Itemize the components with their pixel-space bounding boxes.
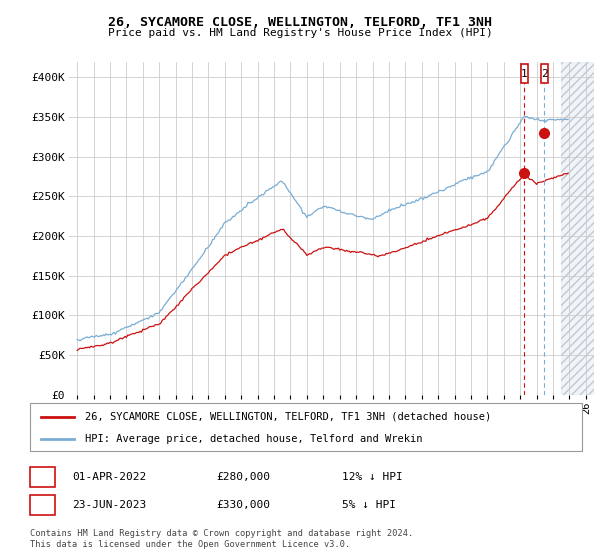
- Text: 23-JUN-2023: 23-JUN-2023: [72, 500, 146, 510]
- Text: 2: 2: [39, 500, 46, 510]
- Bar: [561, 62, 594, 395]
- Text: Contains HM Land Registry data © Crown copyright and database right 2024.
This d: Contains HM Land Registry data © Crown c…: [30, 529, 413, 549]
- Text: 1: 1: [521, 68, 527, 78]
- Text: 26, SYCAMORE CLOSE, WELLINGTON, TELFORD, TF1 3NH (detached house): 26, SYCAMORE CLOSE, WELLINGTON, TELFORD,…: [85, 412, 491, 422]
- Text: Price paid vs. HM Land Registry's House Price Index (HPI): Price paid vs. HM Land Registry's House …: [107, 28, 493, 38]
- Bar: [561, 62, 594, 395]
- FancyBboxPatch shape: [541, 64, 548, 83]
- FancyBboxPatch shape: [30, 403, 582, 451]
- Text: 01-APR-2022: 01-APR-2022: [72, 472, 146, 482]
- Text: HPI: Average price, detached house, Telford and Wrekin: HPI: Average price, detached house, Telf…: [85, 434, 422, 444]
- Text: £280,000: £280,000: [216, 472, 270, 482]
- Text: 12% ↓ HPI: 12% ↓ HPI: [342, 472, 403, 482]
- Text: £330,000: £330,000: [216, 500, 270, 510]
- Text: 5% ↓ HPI: 5% ↓ HPI: [342, 500, 396, 510]
- Text: 2: 2: [541, 68, 548, 78]
- Text: 1: 1: [39, 472, 46, 482]
- FancyBboxPatch shape: [521, 64, 528, 83]
- Text: 26, SYCAMORE CLOSE, WELLINGTON, TELFORD, TF1 3NH: 26, SYCAMORE CLOSE, WELLINGTON, TELFORD,…: [108, 16, 492, 29]
